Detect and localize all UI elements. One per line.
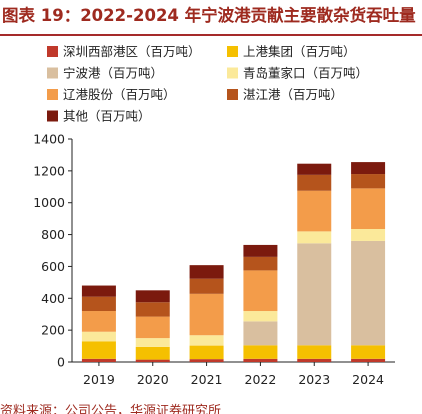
y-tick-label: 400 bbox=[41, 291, 65, 306]
legend-label: 宁波港（百万吨） bbox=[63, 66, 163, 81]
legend-swatch bbox=[227, 67, 238, 79]
bar-segment bbox=[351, 358, 386, 362]
legend-label: 上港集团（百万吨） bbox=[243, 44, 356, 59]
x-tick-label: 2019 bbox=[83, 372, 115, 387]
bar-segment bbox=[243, 321, 278, 346]
bar-segment bbox=[297, 243, 332, 346]
bar-segment bbox=[135, 290, 170, 303]
bar-segment bbox=[135, 316, 170, 339]
bar-segment bbox=[189, 335, 224, 346]
legend-label: 青岛董家口（百万吨） bbox=[243, 66, 368, 81]
y-tick-label: 0 bbox=[57, 355, 65, 370]
y-tick-label: 200 bbox=[41, 323, 65, 338]
bar-segment bbox=[243, 358, 278, 362]
bar-segment bbox=[81, 296, 116, 312]
bar-segment bbox=[189, 293, 224, 336]
legend: 深圳西部港区（百万吨） 上港集团（百万吨） 宁波港（百万吨） 青岛董家口（百万吨） 辽港… bbox=[47, 44, 368, 124]
legend-swatch bbox=[47, 67, 58, 79]
bar-segment bbox=[243, 256, 278, 271]
bar-segment bbox=[81, 358, 116, 362]
bar-segment bbox=[189, 359, 224, 362]
legend-swatch bbox=[47, 110, 58, 122]
bar-segment bbox=[135, 338, 170, 347]
source-note: 资料来源：公司公告，华源证券研究所 bbox=[0, 404, 222, 414]
legend-swatch bbox=[47, 46, 58, 57]
legend-swatch bbox=[47, 89, 58, 100]
x-tick-label: 2022 bbox=[245, 372, 277, 387]
bar-segment bbox=[243, 270, 278, 312]
y-tick-label: 800 bbox=[41, 227, 65, 242]
y-tick-label: 1000 bbox=[33, 195, 65, 210]
title-rule bbox=[0, 34, 422, 36]
x-tick-label: 2023 bbox=[298, 372, 330, 387]
legend-label: 湛江港（百万吨） bbox=[243, 87, 343, 102]
legend-label: 深圳西部港区（百万吨） bbox=[63, 44, 201, 59]
bar-segment bbox=[81, 285, 116, 297]
x-tick-label: 2020 bbox=[137, 372, 169, 387]
bar-segment bbox=[189, 265, 224, 279]
bar-segment bbox=[297, 231, 332, 244]
chart-title: 图表 19：2022-2024 年宁波港贡献主要散杂货吞吐量 bbox=[2, 6, 416, 25]
bar-segment bbox=[351, 162, 386, 175]
bar-segment bbox=[297, 345, 332, 359]
bar-segment bbox=[297, 163, 332, 175]
bar-segment bbox=[135, 346, 170, 360]
bar-segment bbox=[351, 228, 386, 241]
bar-segment bbox=[135, 302, 170, 317]
bar-segment bbox=[297, 358, 332, 362]
bar-segment bbox=[81, 311, 116, 332]
axes: 0 200 400 600 800 1000 1200 1400 bbox=[33, 132, 395, 370]
legend-label: 其他（百万吨） bbox=[63, 109, 151, 124]
bar-segment bbox=[351, 240, 386, 346]
bar-segment bbox=[297, 190, 332, 232]
bar-segment bbox=[189, 278, 224, 294]
x-tick-label: 2024 bbox=[352, 372, 384, 387]
y-tick-label: 1400 bbox=[33, 132, 65, 147]
legend-swatch bbox=[227, 46, 238, 57]
stacked-bar-chart: 深圳西部港区（百万吨） 上港集团（百万吨） 宁波港（百万吨） 青岛董家口（百万吨） 辽港… bbox=[33, 44, 395, 387]
bars: 2019 2020 2021 2022 2023 2024 bbox=[81, 162, 386, 387]
bar-segment bbox=[351, 188, 386, 229]
legend-label: 辽港股份（百万吨） bbox=[63, 87, 176, 102]
legend-swatch bbox=[227, 89, 238, 100]
bar-segment bbox=[297, 174, 332, 191]
bar-segment bbox=[81, 341, 116, 359]
bar-segment bbox=[243, 244, 278, 257]
bar-segment bbox=[351, 174, 386, 189]
bar-segment bbox=[189, 345, 224, 360]
y-tick-label: 600 bbox=[41, 259, 65, 274]
x-tick-label: 2021 bbox=[191, 372, 223, 387]
bar-segment bbox=[81, 331, 116, 342]
y-tick-label: 1200 bbox=[33, 163, 65, 178]
bar-segment bbox=[135, 359, 170, 362]
bar-segment bbox=[243, 345, 278, 359]
bar-segment bbox=[243, 311, 278, 322]
bar-segment bbox=[351, 345, 386, 359]
